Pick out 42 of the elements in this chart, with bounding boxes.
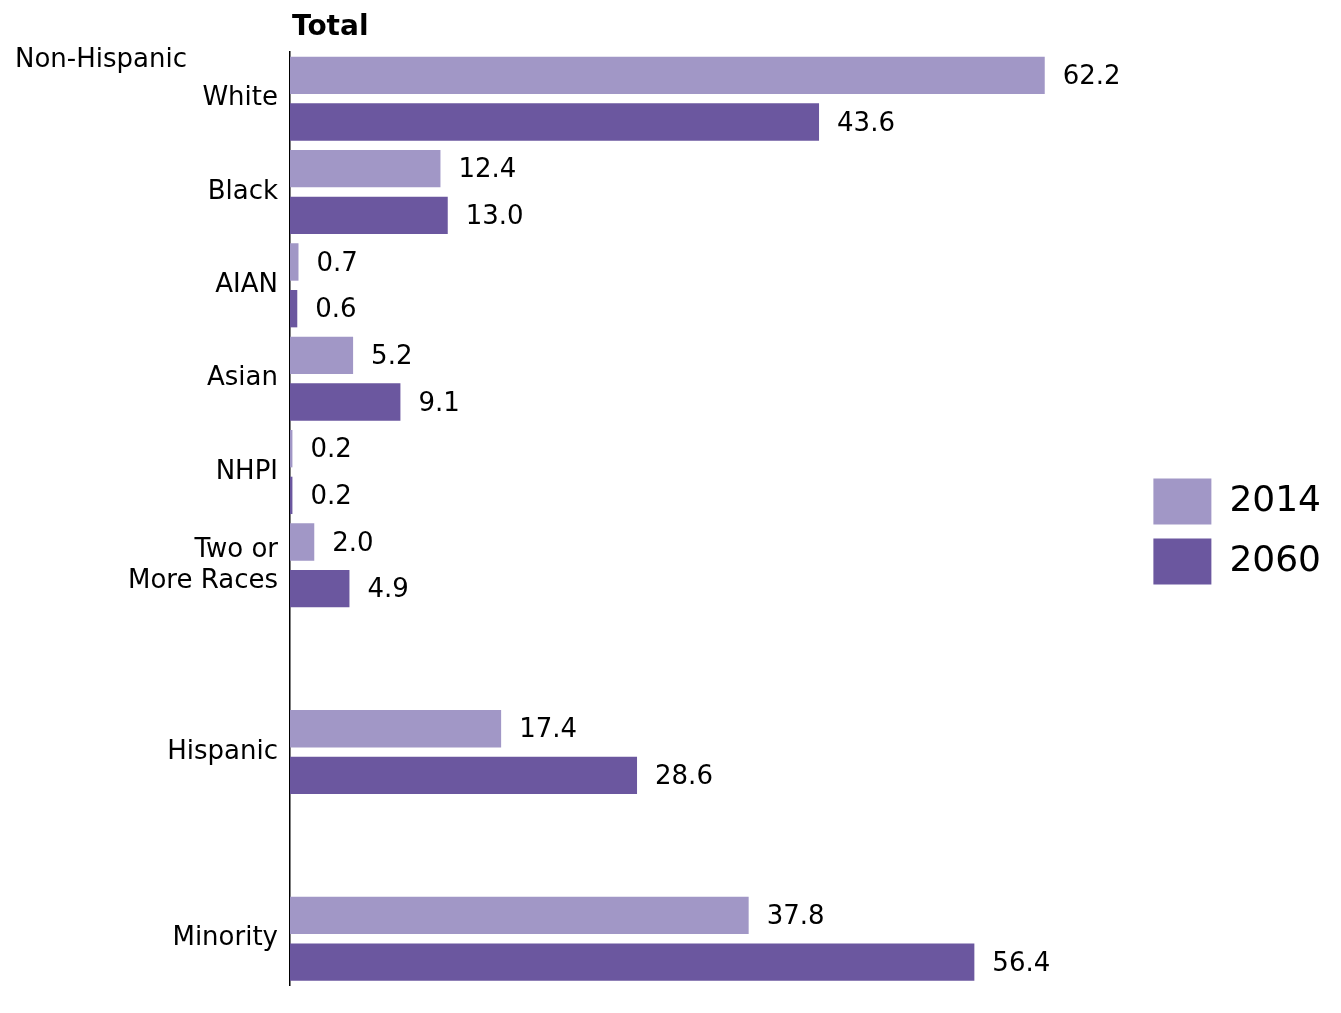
y-tick-label: AIAN [215, 268, 278, 299]
data-label: 2.0 [332, 526, 374, 557]
bar [290, 196, 448, 235]
data-label: 62.2 [1062, 60, 1121, 91]
data-label: 5.2 [371, 340, 413, 371]
bar [290, 570, 350, 608]
bar [290, 103, 820, 141]
data-label: 37.8 [766, 900, 825, 931]
data-label: 0.6 [315, 293, 357, 324]
y-tick-label: White [202, 81, 278, 112]
bar [290, 756, 638, 795]
data-label: 9.1 [418, 386, 460, 417]
bar [290, 243, 299, 281]
data-label: 28.6 [655, 760, 713, 791]
bar [290, 943, 975, 981]
data-label: 17.4 [519, 713, 578, 744]
bar [290, 896, 749, 935]
chart-title: Total [292, 9, 369, 43]
data-label: 13.0 [465, 200, 524, 231]
data-label: 0.2 [310, 480, 352, 511]
y-tick-label: Hispanic [167, 734, 278, 765]
bar [290, 383, 401, 421]
bar [290, 56, 1045, 94]
data-label: 12.4 [458, 153, 517, 184]
data-label: 56.4 [992, 946, 1051, 977]
y-tick-label: Asian [207, 361, 278, 392]
data-label: 43.6 [837, 106, 895, 137]
y-tick-label: Black [207, 174, 278, 205]
bar [290, 710, 502, 748]
bar [290, 150, 441, 188]
data-label: 0.2 [310, 433, 352, 464]
text: Non-Hispanic [15, 42, 187, 73]
bar [290, 336, 354, 375]
y-tick-label: NHPI [215, 454, 278, 485]
data-label: 0.7 [316, 246, 358, 277]
data-label: 4.9 [367, 573, 409, 604]
y-tick-label: Two or More Races [128, 532, 279, 594]
bar [290, 523, 315, 561]
bar [290, 290, 298, 328]
legend-label: 2060 [1229, 537, 1322, 579]
y-tick-label: Minority [172, 921, 278, 952]
legend-label: 2014 [1229, 477, 1322, 519]
